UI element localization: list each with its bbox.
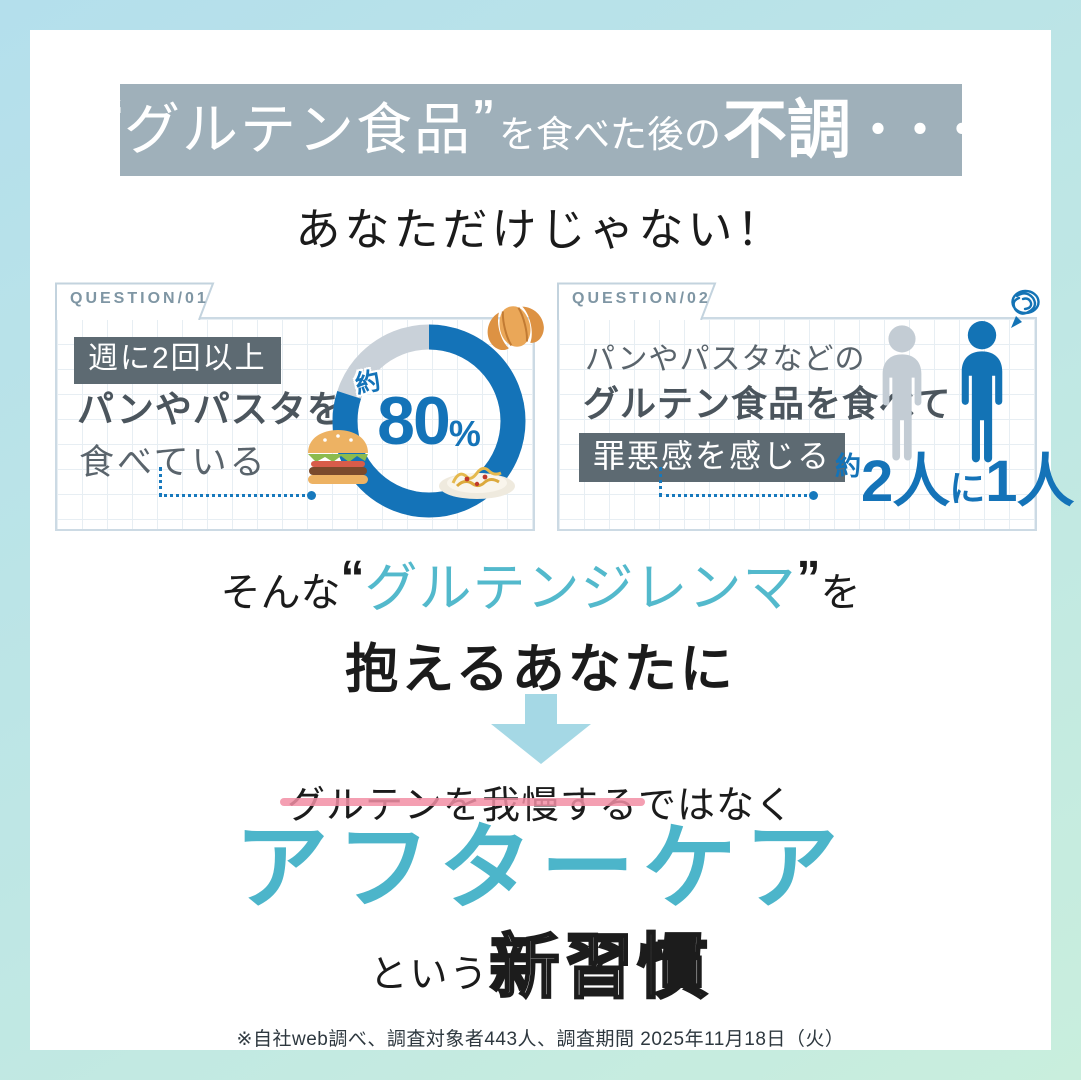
- outlined-text: 新習慣: [488, 928, 712, 1006]
- aftercare-title: アフターケア: [234, 815, 847, 920]
- pasta-icon: [439, 466, 515, 499]
- ratio-stat: 約2人に1人: [835, 449, 1075, 514]
- highlight-badge: 罪悪感を感じる: [579, 433, 846, 482]
- question-card-1: QUESTION/01 週に2回以上 パンやパスタを 食べている 約 80 %: [55, 282, 544, 531]
- lead-line-2: 抱えるあなたに: [345, 640, 736, 699]
- strikethrough-text: グルテンを我慢する: [279, 774, 646, 829]
- scribble-speech-icon: [1011, 289, 1040, 328]
- dotted-connector: [659, 467, 818, 500]
- content-area: “ グルテン食品 ” を食べた後の 不調 ・・・ あなただけじゃない！ QUES…: [30, 30, 1075, 1050]
- question-text: 食べている: [79, 443, 268, 482]
- header-banner: “ グルテン食品 ” を食べた後の 不調 ・・・: [101, 84, 985, 176]
- question-tab-shape: [55, 282, 215, 320]
- donut-value: 80 %: [329, 321, 529, 521]
- donut-chart: 約 80 %: [308, 306, 544, 521]
- subtitle: あなただけじゃない！: [295, 204, 786, 255]
- header-title-main: グルテン食品: [124, 98, 472, 161]
- donut-rings: [332, 324, 526, 518]
- question-tab-shape: [557, 282, 717, 320]
- down-arrow-icon: [490, 694, 591, 764]
- connector-dot: [809, 491, 818, 500]
- open-quote: “: [101, 90, 124, 142]
- after-strike-text: ではなく: [638, 785, 795, 827]
- header-title-mid: を食べた後の: [499, 113, 721, 155]
- header-title-dots: ・・・: [855, 104, 985, 156]
- question-label: QUESTION/01: [70, 290, 209, 307]
- question-text: パンやパスタなどの: [585, 343, 866, 376]
- burger-icon: [308, 430, 368, 484]
- header-title-strong: 不調: [723, 94, 851, 166]
- connector-dot: [307, 491, 316, 500]
- survey-footnote: ※自社web調べ、調査対象者443人、調査期間 2025年11月18日（火）: [236, 1029, 845, 1050]
- question-label: QUESTION/02: [572, 290, 711, 307]
- new-habit-line: という 新習慣: [369, 928, 712, 1006]
- percent-unit: %: [448, 413, 481, 454]
- gluten-dilemma-highlight: グルテンジレンマ: [364, 559, 797, 618]
- strike-line: グルテンを我慢するではなく: [30, 774, 1051, 829]
- lead-line: そんな“グルテンジレンマ”を: [220, 552, 861, 618]
- dotted-connector: [159, 467, 316, 500]
- person-icon-gray: [882, 325, 922, 461]
- question-text-bold: パンやパスタを: [77, 389, 345, 430]
- close-quote: ”: [472, 90, 495, 142]
- person-icon-blue: [961, 321, 1003, 463]
- percent-value: 80: [377, 383, 451, 459]
- open-quote: “: [340, 552, 365, 605]
- close-quote: ”: [796, 552, 821, 605]
- croissant-icon: [487, 306, 544, 351]
- question-card-2: QUESTION/02 パンやパスタなどの グルテン食品を食べて 罪悪感を感じる…: [557, 282, 1075, 531]
- approx-label: 約: [835, 451, 862, 481]
- highlight-badge: 週に2回以上: [74, 337, 281, 384]
